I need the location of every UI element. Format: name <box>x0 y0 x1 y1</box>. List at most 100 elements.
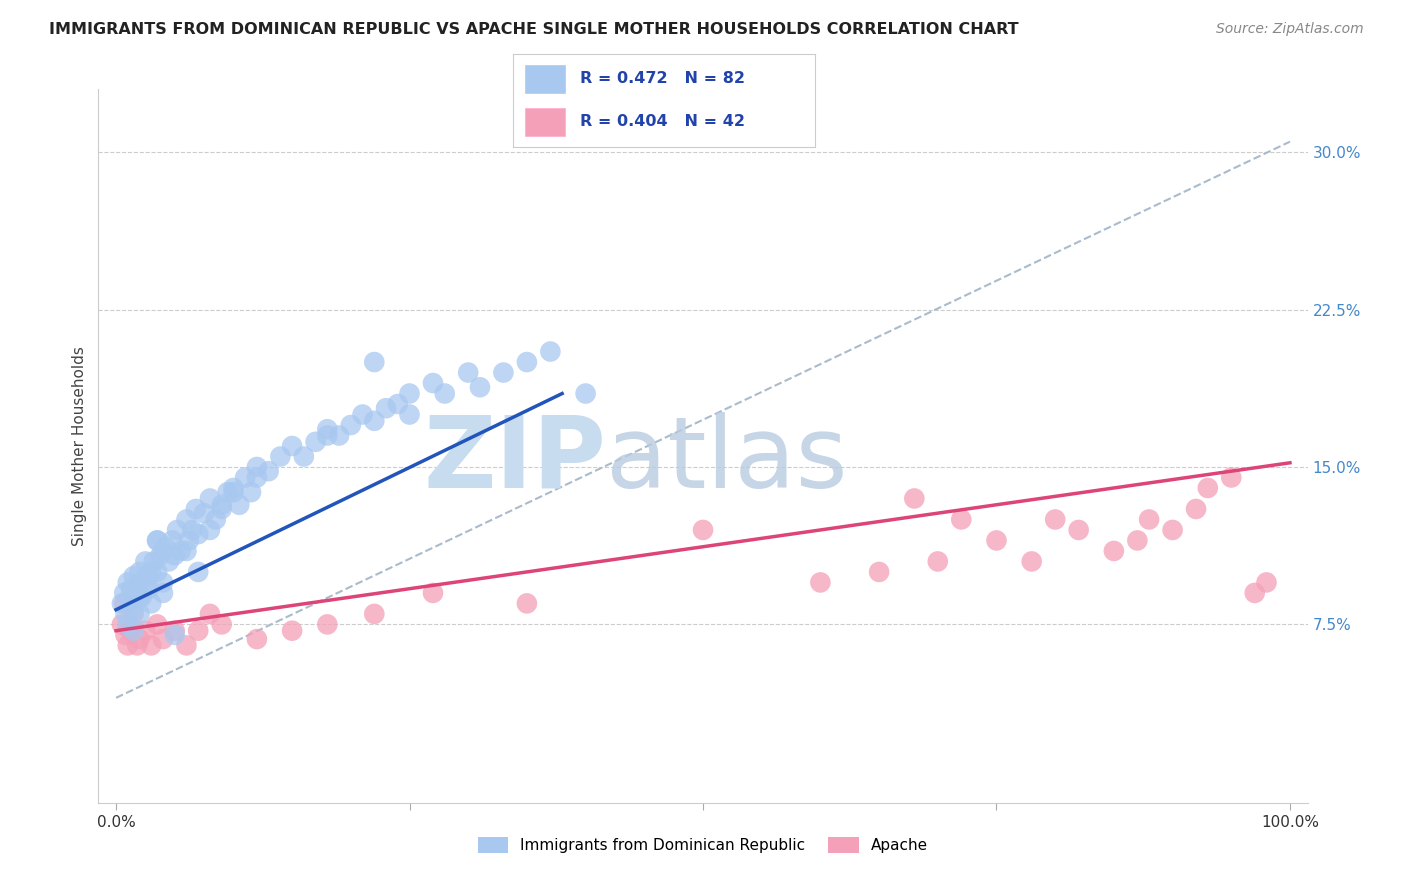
Point <box>149 548 172 562</box>
Point <box>127 577 149 591</box>
Point <box>176 544 198 558</box>
Point <box>157 554 180 568</box>
Point <box>181 523 204 537</box>
Point <box>1126 533 1149 548</box>
Point <box>117 617 139 632</box>
Point <box>134 575 156 590</box>
Point <box>1161 523 1184 537</box>
Point <box>128 607 150 621</box>
Point <box>375 401 398 416</box>
Point <box>122 569 145 583</box>
Point <box>1256 575 1278 590</box>
Point <box>111 596 134 610</box>
Text: ZIP: ZIP <box>423 412 606 508</box>
Text: R = 0.472   N = 82: R = 0.472 N = 82 <box>579 71 745 87</box>
Point <box>204 512 226 526</box>
Point <box>281 624 304 638</box>
Text: atlas: atlas <box>606 412 848 508</box>
Point <box>1137 512 1160 526</box>
Point <box>152 632 174 646</box>
Point <box>163 624 186 638</box>
Point <box>1243 586 1265 600</box>
Point <box>141 565 163 579</box>
Point <box>927 554 949 568</box>
Point <box>122 603 145 617</box>
Point <box>217 485 239 500</box>
Point <box>134 624 156 638</box>
Point <box>363 355 385 369</box>
Point <box>198 523 221 537</box>
Point <box>187 624 209 638</box>
Point <box>112 596 135 610</box>
Point <box>117 575 139 590</box>
Point <box>114 628 136 642</box>
Point <box>163 628 186 642</box>
Point <box>950 512 973 526</box>
Point <box>398 408 420 422</box>
Point <box>398 386 420 401</box>
Point <box>146 565 169 579</box>
Point <box>1021 554 1043 568</box>
Point <box>433 386 456 401</box>
Point <box>128 590 150 604</box>
Point <box>120 624 142 638</box>
Point <box>340 417 363 432</box>
Point <box>193 506 215 520</box>
Point <box>211 498 233 512</box>
Point <box>169 544 191 558</box>
Point <box>142 554 165 568</box>
Point <box>222 485 245 500</box>
Point <box>176 639 198 653</box>
Point <box>516 596 538 610</box>
Point <box>269 450 291 464</box>
Point <box>316 422 339 436</box>
Point <box>363 414 385 428</box>
Text: Source: ZipAtlas.com: Source: ZipAtlas.com <box>1216 22 1364 37</box>
Point <box>246 460 269 475</box>
Point <box>538 344 561 359</box>
Point <box>986 533 1008 548</box>
Point <box>152 575 174 590</box>
Point <box>138 582 160 596</box>
Point <box>246 632 269 646</box>
Point <box>136 569 159 583</box>
Point <box>152 586 174 600</box>
Point <box>114 607 136 621</box>
Point <box>127 639 149 653</box>
Point <box>122 607 145 621</box>
Point <box>152 544 174 558</box>
Point <box>120 582 142 596</box>
Point <box>146 533 169 548</box>
Point <box>868 565 890 579</box>
Point <box>211 502 233 516</box>
Point <box>211 617 233 632</box>
Point <box>257 464 280 478</box>
Point <box>516 355 538 369</box>
Point <box>1043 512 1066 526</box>
Point <box>457 366 479 380</box>
Point <box>187 527 209 541</box>
Point <box>112 586 135 600</box>
Text: IMMIGRANTS FROM DOMINICAN REPUBLIC VS APACHE SINGLE MOTHER HOUSEHOLDS CORRELATIO: IMMIGRANTS FROM DOMINICAN REPUBLIC VS AP… <box>49 22 1019 37</box>
Point <box>134 554 156 568</box>
Point <box>316 428 339 442</box>
Bar <box>526 108 565 136</box>
Point <box>184 502 207 516</box>
Point <box>1102 544 1125 558</box>
Point <box>222 481 245 495</box>
Point <box>387 397 409 411</box>
Point <box>422 376 444 390</box>
Point <box>1197 481 1219 495</box>
Point <box>176 512 198 526</box>
Point <box>128 565 150 579</box>
Point <box>575 386 598 401</box>
Point <box>163 548 186 562</box>
Point <box>120 590 142 604</box>
Point <box>422 586 444 600</box>
Point <box>328 428 350 442</box>
Point <box>146 533 169 548</box>
Point <box>187 565 209 579</box>
Point <box>198 607 221 621</box>
Point <box>155 540 177 554</box>
Y-axis label: Single Mother Households: Single Mother Households <box>72 346 87 546</box>
